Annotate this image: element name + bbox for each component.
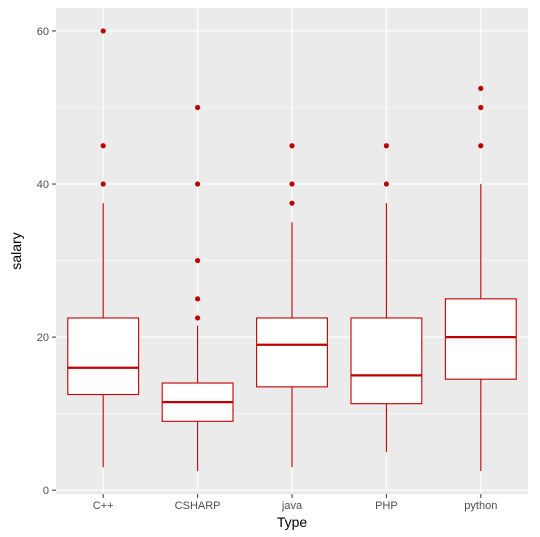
box-iqr	[350, 317, 423, 405]
box-iqr	[444, 298, 517, 380]
x-axis-title: Type	[277, 514, 308, 530]
x-tick-label: CSHARP	[175, 500, 221, 512]
box-csharp	[161, 104, 234, 472]
outlier-point	[289, 143, 295, 149]
box-c-	[67, 28, 140, 468]
x-axis: C++ CSHARP java PHP python	[93, 494, 497, 512]
x-tick-label: java	[281, 500, 303, 512]
box-series	[67, 28, 517, 472]
outlier-point	[195, 181, 201, 187]
x-tick-label: C++	[93, 500, 114, 512]
x-tick-label: PHP	[375, 500, 398, 512]
box-python	[444, 85, 517, 472]
y-tick-label: 40	[37, 179, 49, 191]
outlier-point	[478, 143, 484, 149]
outlier-point	[100, 28, 106, 34]
outlier-point	[289, 200, 295, 206]
y-tick-label: 20	[37, 332, 49, 344]
outlier-point	[383, 181, 389, 187]
x-tick-label: python	[464, 500, 497, 512]
outlier-point	[383, 143, 389, 149]
box-java	[256, 143, 328, 468]
box-iqr	[67, 317, 140, 396]
outlier-point	[195, 104, 201, 111]
outlier-point	[289, 181, 295, 187]
y-tick-label: 60	[37, 26, 49, 38]
outlier-point	[195, 257, 201, 264]
outlier-point	[100, 181, 106, 187]
outlier-point	[195, 296, 201, 302]
outlier-point	[100, 143, 106, 149]
y-axis: 0 20 40 60	[37, 26, 56, 497]
y-axis-title: salary	[8, 232, 24, 269]
outlier-point	[478, 85, 484, 91]
outlier-point	[478, 104, 484, 111]
box-iqr	[256, 317, 328, 388]
outlier-point	[195, 315, 201, 321]
y-tick-label: 0	[43, 485, 49, 497]
box-php	[350, 143, 423, 452]
